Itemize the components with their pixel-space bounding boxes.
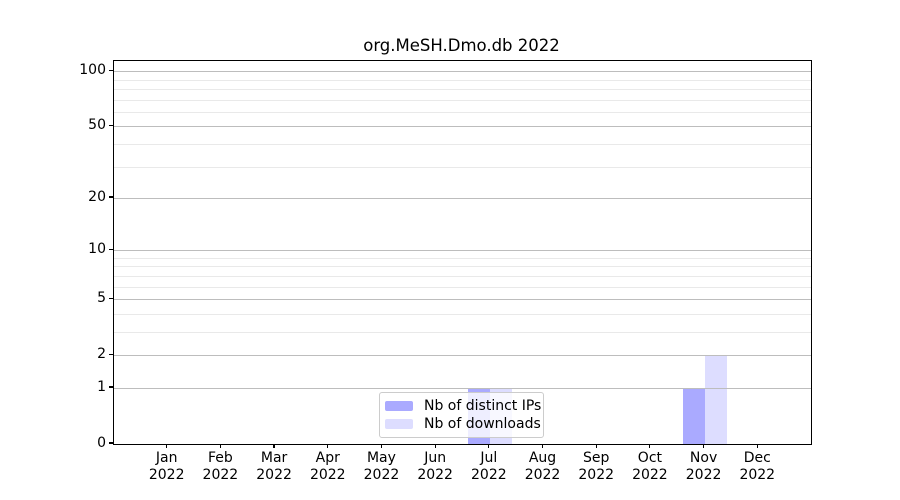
x-tick-mark [380,443,383,449]
year-label: 2022 [417,467,453,483]
month-label: Jan [155,450,178,466]
x-tick-mark [703,443,705,449]
y-tick-label: 2 [97,346,106,363]
year-label: 2022 [471,467,507,483]
month-label: Oct [637,450,663,466]
y-tick-label: 20 [88,189,106,206]
x-tick-label-nov: Nov 2022 [672,450,736,484]
legend-swatch-icon [385,401,413,411]
minor-gridline [114,111,811,113]
y-tick-label: 10 [88,241,106,258]
x-tick-mark [488,443,490,449]
year-label: 2022 [256,467,292,483]
legend-entry-distinct-ips: Nb of distinct IPs [385,397,541,415]
legend-entry-downloads: Nb of downloads [385,415,541,433]
x-tick-label-may: May 2022 [349,450,413,484]
minor-gridline [114,99,811,101]
major-gridline [114,355,811,357]
x-tick-mark [327,443,329,449]
x-tick-mark [273,443,275,449]
minor-gridline [114,313,811,315]
y-tick-label: 1 [97,378,106,395]
y-tick-mark [108,69,113,71]
y-tick-label: 5 [97,290,106,307]
bar-distinct-ips-nov [682,387,705,444]
major-gridline [114,198,811,200]
minor-gridline [114,286,811,288]
month-label: Aug [528,450,557,466]
year-label: 2022 [202,467,239,483]
x-tick-mark [434,443,436,449]
bar-downloads-nov [704,355,727,444]
minor-gridline [114,275,811,277]
minor-gridline [114,143,811,145]
year-label: 2022 [363,467,400,483]
legend-swatch-icon [385,419,413,429]
chart-title: org.MeSH.Dmo.db 2022 [363,36,560,55]
month-label: May [366,450,396,466]
legend-label: Nb of downloads [424,416,541,432]
major-gridline [114,71,811,73]
x-tick-label-jun: Jun 2022 [403,450,467,484]
y-tick-mark [108,124,113,126]
y-tick-mark [108,353,113,355]
major-gridline [114,250,811,252]
minor-gridline [114,79,811,81]
x-tick-label-jan: Jan 2022 [135,450,199,484]
month-label: Dec [743,450,771,466]
year-label: 2022 [685,467,722,483]
y-tick-mark [108,297,113,299]
month-label: Jul [480,450,498,466]
legend-label: Nb of distinct IPs [424,398,542,414]
minor-gridline [114,166,811,168]
year-label: 2022 [739,467,776,483]
x-tick-label-feb: Feb 2022 [188,450,252,484]
x-tick-label-aug: Aug 2022 [511,450,575,484]
x-tick-mark [595,443,597,449]
x-tick-label-mar: Mar 2022 [242,450,306,484]
x-tick-mark [756,443,758,449]
x-tick-label-apr: Apr 2022 [296,450,360,484]
y-tick-mark [108,196,113,198]
major-gridline [114,299,811,301]
minor-gridline [114,331,811,333]
minor-gridline [114,257,811,259]
y-tick-label: 50 [88,117,106,134]
x-tick-mark [649,443,651,449]
minor-gridline [114,88,811,90]
month-label: Apr [315,450,340,466]
major-gridline [114,387,811,389]
year-label: 2022 [524,467,561,483]
year-label: 2022 [309,467,346,483]
x-tick-label-dec: Dec 2022 [725,450,789,484]
year-label: 2022 [578,467,615,483]
month-label: Jun [424,450,447,466]
year-label: 2022 [148,467,185,483]
month-label: Sep [583,450,610,466]
y-tick-mark [108,386,113,388]
month-label: Nov [689,450,718,466]
year-label: 2022 [632,467,668,483]
month-label: Feb [207,450,233,466]
x-tick-label-jul: Jul 2022 [457,450,521,484]
major-gridline [114,126,811,128]
month-label: Mar [260,450,288,466]
minor-gridline [114,266,811,268]
x-tick-label-sep: Sep 2022 [564,450,628,484]
plot-area: Nb of distinct IPs Nb of downloads [113,60,812,445]
legend: Nb of distinct IPs Nb of downloads [379,392,544,438]
y-tick-label: 100 [79,62,106,79]
y-tick-mark [108,248,113,250]
x-tick-mark [166,443,168,449]
y-tick-label: 0 [97,435,106,451]
y-tick-mark [108,442,113,444]
x-tick-mark [219,443,221,449]
x-tick-mark [541,443,544,449]
x-tick-label-oct: Oct 2022 [618,450,682,484]
